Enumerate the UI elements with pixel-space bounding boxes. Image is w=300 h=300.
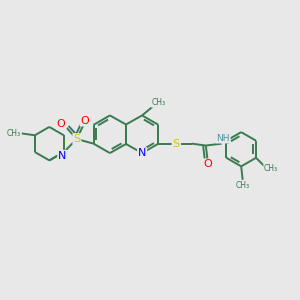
Text: CH₃: CH₃ bbox=[264, 164, 278, 173]
Text: O: O bbox=[203, 159, 212, 169]
Text: O: O bbox=[57, 119, 66, 129]
Text: CH₃: CH₃ bbox=[6, 129, 20, 138]
Text: CH₃: CH₃ bbox=[152, 98, 166, 107]
Text: S: S bbox=[73, 134, 80, 144]
Text: O: O bbox=[80, 116, 89, 126]
Text: N: N bbox=[58, 151, 67, 160]
Text: NH: NH bbox=[216, 134, 230, 143]
Text: CH₃: CH₃ bbox=[236, 181, 250, 190]
Text: N: N bbox=[138, 148, 146, 158]
Text: S: S bbox=[172, 139, 180, 149]
